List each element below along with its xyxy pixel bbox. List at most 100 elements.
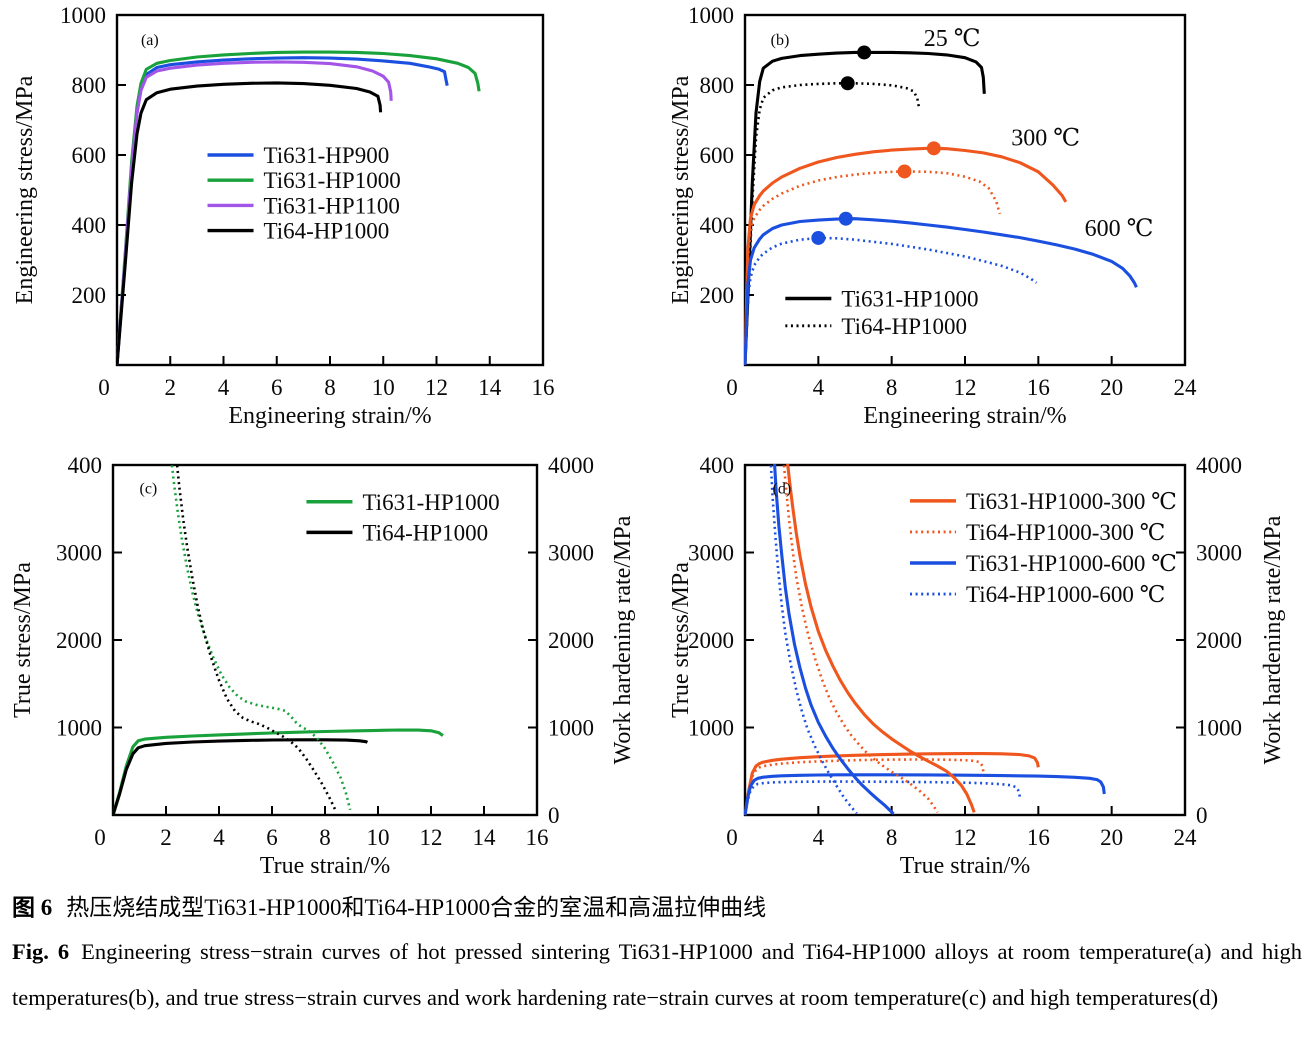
series-ti631-hp1000-25c bbox=[744, 50, 986, 366]
series-ti631-hp1000-300c-true-stress bbox=[744, 752, 1040, 816]
x-tick-label: 8 bbox=[324, 375, 336, 400]
y-tick-label: 800 bbox=[700, 73, 735, 98]
y2-tick-label: 0 bbox=[548, 803, 560, 828]
x-tick-label: 8 bbox=[319, 825, 331, 850]
x-tick-label: 10 bbox=[367, 825, 390, 850]
x-tick-label: 4 bbox=[213, 825, 225, 850]
y2-tick-label: 4000 bbox=[1196, 453, 1242, 478]
x-tick-label: 24 bbox=[1174, 825, 1198, 850]
panel-label: (a) bbox=[141, 32, 159, 49]
caption-english: Fig. 6 Engineering stress−strain curves o… bbox=[12, 929, 1302, 1021]
origin-label: 0 bbox=[726, 825, 738, 850]
series-ti631-hp1100 bbox=[116, 60, 393, 366]
caption-chinese: 图 6 热压烧结成型Ti631-HP1000和Ti64-HP1000合金的室温和高… bbox=[12, 890, 1302, 927]
series-ti631-hp1000-600c-true-stress bbox=[744, 773, 1106, 816]
x-tick-label: 10 bbox=[372, 375, 395, 400]
x-tick-label: 20 bbox=[1100, 375, 1123, 400]
legend-label: Ti631-HP1000 bbox=[264, 168, 401, 193]
x-tick-label: 20 bbox=[1100, 825, 1123, 850]
x-tick-label: 24 bbox=[1174, 375, 1198, 400]
legend-label: Ti631-HP1000-300 ℃ bbox=[966, 489, 1177, 514]
caption-zh-label: 图 6 bbox=[12, 895, 53, 920]
x-tick-label: 14 bbox=[478, 375, 502, 400]
y-tick-label: 400 bbox=[72, 213, 107, 238]
series-ti631-hp1000-work-hardening bbox=[170, 464, 352, 811]
y-tick-label: 2000 bbox=[56, 628, 102, 653]
x-tick-label: 4 bbox=[813, 375, 825, 400]
x-tick-label: 4 bbox=[218, 375, 230, 400]
uts-marker bbox=[840, 76, 855, 91]
uts-marker bbox=[811, 230, 826, 245]
panel-label: (c) bbox=[140, 480, 158, 497]
x-tick-label: 2 bbox=[160, 825, 172, 850]
temperature-annotation: 300 ℃ bbox=[1011, 126, 1080, 152]
plot-border-d bbox=[743, 463, 1187, 817]
y-tick-label: 1000 bbox=[688, 716, 734, 741]
uts-marker bbox=[838, 211, 853, 226]
x-tick-label: 6 bbox=[271, 375, 283, 400]
series-ti64-hp1000-300c bbox=[744, 170, 1002, 366]
panel-label: (b) bbox=[771, 32, 790, 49]
caption-en-label: Fig. 6 bbox=[12, 938, 70, 964]
y-tick-label: 3000 bbox=[56, 541, 102, 566]
y2-axis-title: Work hardening rate/MPa bbox=[610, 515, 636, 764]
figure-6: 2 4 6 8 10 12 14 16 0 200 400 600 800 1000 Engineering… bbox=[0, 3, 1316, 1021]
y-tick-label: 400 bbox=[700, 213, 735, 238]
figure-caption: 图 6 热压烧结成型Ti631-HP1000和Ti64-HP1000合金的室温和高… bbox=[0, 880, 1316, 1021]
y-tick-label: 1000 bbox=[60, 3, 106, 28]
x-tick-label: 12 bbox=[954, 825, 977, 850]
y-tick-label: 1000 bbox=[688, 3, 734, 28]
panel-label: (d) bbox=[773, 480, 792, 497]
uts-marker bbox=[926, 141, 941, 156]
y-tick-label: 400 bbox=[68, 453, 103, 478]
y-tick-label: 2000 bbox=[688, 628, 734, 653]
y-tick-label: 600 bbox=[700, 143, 735, 168]
legend-label: Ti64-HP1000-300 ℃ bbox=[966, 520, 1165, 545]
x-tick-label: 16 bbox=[526, 825, 549, 850]
y2-tick-label: 0 bbox=[1196, 803, 1208, 828]
y-tick-label: 200 bbox=[700, 283, 735, 308]
x-tick-label: 8 bbox=[886, 375, 898, 400]
legend-label: Ti631-HP1100 bbox=[264, 193, 400, 218]
origin-label: 0 bbox=[726, 375, 738, 400]
x-tick-label: 12 bbox=[425, 375, 448, 400]
x-tick-label: 12 bbox=[954, 375, 977, 400]
panel-a-chart: 2 4 6 8 10 12 14 16 0 200 400 600 800 1000 Engineering… bbox=[12, 3, 555, 429]
x-tick-label: 2 bbox=[165, 375, 177, 400]
y-axis-title: Engineering stress/MPa bbox=[12, 75, 38, 304]
x-axis-title: True strain/% bbox=[260, 853, 390, 879]
x-tick-label: 6 bbox=[266, 825, 278, 850]
plot-border-b bbox=[743, 13, 1187, 367]
y-tick-label: 800 bbox=[72, 73, 107, 98]
series-ti64-hp1000-600c-work-hardening bbox=[769, 464, 858, 815]
legend-label: Ti631-HP1000-600 ℃ bbox=[966, 551, 1177, 576]
series-ti631-hp1000-600c bbox=[744, 217, 1138, 366]
x-tick-label: 12 bbox=[420, 825, 443, 850]
legend-label: Ti631-HP1000 bbox=[841, 287, 978, 312]
y-tick-label: 400 bbox=[700, 453, 735, 478]
panel-b-chart: 4 8 12 16 20 24 0 200 400 600 800 1000 Engineering s… bbox=[668, 3, 1198, 429]
x-axis-title: Engineering strain/% bbox=[228, 403, 431, 429]
legend-label: Ti64-HP1000 bbox=[362, 520, 488, 545]
x-tick-label: 16 bbox=[532, 375, 555, 400]
y-axis-title: True stress/MPa bbox=[668, 562, 694, 718]
x-axis-title: True strain/% bbox=[900, 853, 1030, 879]
caption-en-text: Engineering stress−strain curves of hot … bbox=[12, 938, 1302, 1010]
panel-c-chart: 2 4 6 8 10 12 14 160100020003000400010002000300… bbox=[10, 453, 636, 879]
y2-tick-label: 1000 bbox=[1196, 716, 1242, 741]
temperature-annotation: 600 ℃ bbox=[1085, 216, 1154, 242]
legend-label: Ti64-HP1000-600 ℃ bbox=[966, 582, 1165, 607]
legend-label: Ti64-HP1000 bbox=[264, 219, 390, 244]
series-ti64-hp1000-work-hardening bbox=[175, 464, 337, 812]
y-axis-title: Engineering stress/MPa bbox=[668, 75, 694, 304]
y2-tick-label: 1000 bbox=[548, 716, 594, 741]
y-tick-label: 1000 bbox=[56, 716, 102, 741]
x-tick-label: 14 bbox=[473, 825, 497, 850]
y2-axis-title: Work hardening rate/MPa bbox=[1260, 515, 1286, 764]
series-ti631-hp1000-300c-work-hardening bbox=[786, 464, 976, 813]
y-tick-label: 3000 bbox=[688, 541, 734, 566]
series-ti64-hp1000-300c-work-hardening bbox=[782, 464, 939, 814]
y2-tick-label: 2000 bbox=[548, 628, 594, 653]
legend-label: Ti631-HP1000 bbox=[362, 490, 499, 515]
y2-tick-label: 3000 bbox=[1196, 541, 1242, 566]
